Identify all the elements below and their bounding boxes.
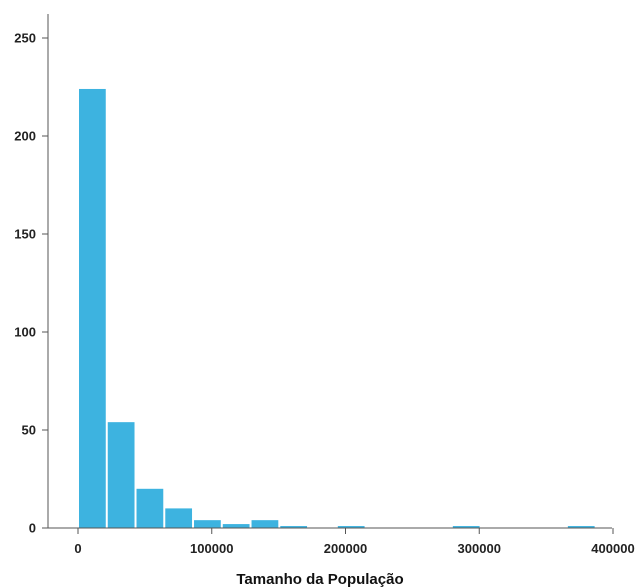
histogram-bar xyxy=(165,508,193,528)
y-tick-label: 250 xyxy=(14,31,36,46)
x-axis-title: Tamanho da População xyxy=(236,571,403,587)
y-tick-label: 100 xyxy=(14,325,36,340)
histogram-bar xyxy=(567,526,595,528)
histogram-bar xyxy=(251,520,279,528)
x-tick-label: 0 xyxy=(74,541,81,556)
y-tick-label: 0 xyxy=(29,521,36,536)
y-tick-label: 200 xyxy=(14,129,36,144)
histogram-bar xyxy=(107,422,135,528)
axes-group xyxy=(47,14,612,529)
bars-group xyxy=(79,88,595,529)
ticks-group: 0 50 100 150 200 250 0 100000 200000 300000 400000 xyxy=(14,31,634,557)
y-tick-label: 50 xyxy=(22,423,36,438)
histogram-bar xyxy=(79,88,106,529)
x-tick-label: 200000 xyxy=(324,541,367,556)
histogram-bar xyxy=(136,488,164,528)
histogram-bar xyxy=(194,520,221,528)
x-tick-label: 100000 xyxy=(190,541,233,556)
histogram-bar xyxy=(337,526,365,528)
histogram-bar xyxy=(222,524,250,528)
histogram-bar xyxy=(280,526,308,528)
x-tick-label: 400000 xyxy=(591,541,634,556)
x-tick-label: 300000 xyxy=(458,541,501,556)
histogram-bar xyxy=(452,526,480,528)
y-tick-label: 150 xyxy=(14,227,36,242)
